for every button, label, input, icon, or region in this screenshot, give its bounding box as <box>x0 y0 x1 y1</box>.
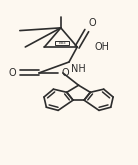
Text: O: O <box>9 68 16 78</box>
FancyBboxPatch shape <box>55 41 69 45</box>
Text: O: O <box>62 68 69 78</box>
Text: NH: NH <box>71 65 86 74</box>
Text: Box: Box <box>58 41 66 45</box>
Text: OH: OH <box>95 42 110 52</box>
Text: O: O <box>88 18 96 28</box>
